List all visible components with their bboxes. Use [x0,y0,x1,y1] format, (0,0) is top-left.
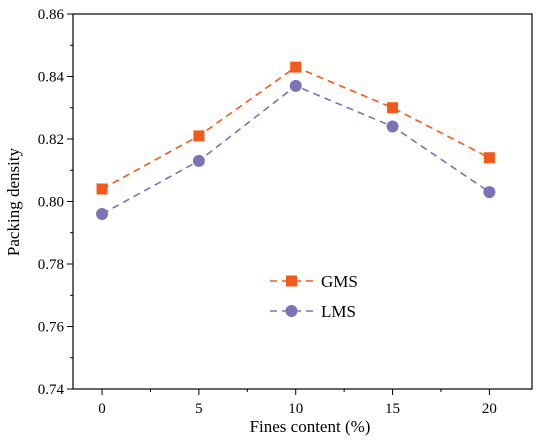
data-point [290,61,302,73]
y-axis-title: Packing density [4,147,23,256]
legend-label: GMS [321,272,358,291]
data-point [289,79,302,92]
legend-item-lms: LMS [270,302,356,321]
legend: GMS LMS [270,272,358,321]
data-point [483,152,495,164]
x-tick-label: 10 [288,401,303,417]
y-tick-label: 0.74 [38,382,65,398]
y-tick-label: 0.84 [38,70,65,86]
legend-label: LMS [321,302,356,321]
series-gms [96,61,495,195]
data-point [386,120,399,133]
y-tick-label: 0.86 [38,7,65,23]
y-tick-label: 0.82 [38,132,64,148]
x-tick-label: 5 [195,401,203,417]
series-lms [96,79,496,220]
x-tick-label: 20 [482,401,497,417]
series-layer [96,61,496,220]
data-point [483,186,496,199]
y-tick-label: 0.76 [38,320,65,336]
axis-ticks: 0.74 0.76 0.78 0.80 0.82 0.84 0.86 0 5 10 15 20 [38,7,497,417]
series-line [101,84,490,215]
x-tick-label: 15 [385,401,400,417]
legend-marker [285,305,298,317]
data-point [96,183,108,195]
x-tick-label: 0 [98,401,106,417]
legend-item-gms: GMS [270,272,358,291]
plot-frame [72,13,533,390]
y-tick-label: 0.78 [38,257,64,273]
data-point [193,130,205,142]
x-axis-title: Fines content (%) [250,417,371,436]
data-point [192,154,205,167]
plot-border [72,13,533,390]
data-point [387,102,399,114]
y-tick-label: 0.80 [38,195,64,211]
data-point [96,208,109,220]
legend-marker [286,275,297,287]
